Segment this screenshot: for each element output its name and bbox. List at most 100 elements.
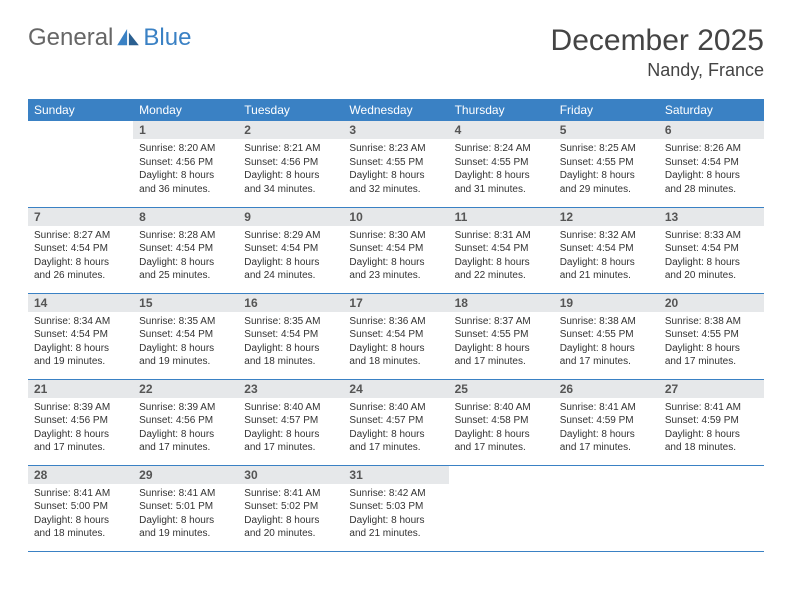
calendar-cell: 11Sunrise: 8:31 AMSunset: 4:54 PMDayligh… (449, 207, 554, 293)
page-title: December 2025 (551, 24, 764, 58)
day-details: Sunrise: 8:42 AMSunset: 5:03 PMDaylight:… (343, 484, 448, 547)
day-number: 7 (28, 208, 133, 226)
day-number: 17 (343, 294, 448, 312)
calendar-row: 14Sunrise: 8:34 AMSunset: 4:54 PMDayligh… (28, 293, 764, 379)
day-details: Sunrise: 8:32 AMSunset: 4:54 PMDaylight:… (554, 226, 659, 289)
sail-icon (117, 29, 139, 47)
day-number: 29 (133, 466, 238, 484)
calendar-cell: 25Sunrise: 8:40 AMSunset: 4:58 PMDayligh… (449, 379, 554, 465)
day-details: Sunrise: 8:41 AMSunset: 4:59 PMDaylight:… (554, 398, 659, 461)
day-details: Sunrise: 8:40 AMSunset: 4:57 PMDaylight:… (343, 398, 448, 461)
calendar-cell: 28Sunrise: 8:41 AMSunset: 5:00 PMDayligh… (28, 465, 133, 551)
day-details: Sunrise: 8:28 AMSunset: 4:54 PMDaylight:… (133, 226, 238, 289)
day-number: 31 (343, 466, 448, 484)
day-details: Sunrise: 8:39 AMSunset: 4:56 PMDaylight:… (28, 398, 133, 461)
day-details: Sunrise: 8:23 AMSunset: 4:55 PMDaylight:… (343, 139, 448, 202)
day-number: 2 (238, 121, 343, 139)
calendar-cell: 12Sunrise: 8:32 AMSunset: 4:54 PMDayligh… (554, 207, 659, 293)
day-details: Sunrise: 8:36 AMSunset: 4:54 PMDaylight:… (343, 312, 448, 375)
calendar-cell: 4Sunrise: 8:24 AMSunset: 4:55 PMDaylight… (449, 121, 554, 207)
day-number: 26 (554, 380, 659, 398)
day-number: 12 (554, 208, 659, 226)
calendar-cell: 18Sunrise: 8:37 AMSunset: 4:55 PMDayligh… (449, 293, 554, 379)
day-number: 30 (238, 466, 343, 484)
day-number: 8 (133, 208, 238, 226)
calendar-cell: 15Sunrise: 8:35 AMSunset: 4:54 PMDayligh… (133, 293, 238, 379)
day-details: Sunrise: 8:40 AMSunset: 4:58 PMDaylight:… (449, 398, 554, 461)
day-number: 14 (28, 294, 133, 312)
calendar-cell: 3Sunrise: 8:23 AMSunset: 4:55 PMDaylight… (343, 121, 448, 207)
day-details: Sunrise: 8:37 AMSunset: 4:55 PMDaylight:… (449, 312, 554, 375)
day-details: Sunrise: 8:38 AMSunset: 4:55 PMDaylight:… (554, 312, 659, 375)
day-details: Sunrise: 8:33 AMSunset: 4:54 PMDaylight:… (659, 226, 764, 289)
calendar-cell: 13Sunrise: 8:33 AMSunset: 4:54 PMDayligh… (659, 207, 764, 293)
day-details: Sunrise: 8:21 AMSunset: 4:56 PMDaylight:… (238, 139, 343, 202)
calendar-cell: 10Sunrise: 8:30 AMSunset: 4:54 PMDayligh… (343, 207, 448, 293)
calendar-cell: 23Sunrise: 8:40 AMSunset: 4:57 PMDayligh… (238, 379, 343, 465)
weekday-header: Wednesday (343, 99, 448, 121)
day-details: Sunrise: 8:31 AMSunset: 4:54 PMDaylight:… (449, 226, 554, 289)
day-details: Sunrise: 8:35 AMSunset: 4:54 PMDaylight:… (238, 312, 343, 375)
calendar-cell: 8Sunrise: 8:28 AMSunset: 4:54 PMDaylight… (133, 207, 238, 293)
day-details: Sunrise: 8:35 AMSunset: 4:54 PMDaylight:… (133, 312, 238, 375)
calendar-cell: 14Sunrise: 8:34 AMSunset: 4:54 PMDayligh… (28, 293, 133, 379)
day-details: Sunrise: 8:41 AMSunset: 5:00 PMDaylight:… (28, 484, 133, 547)
calendar-cell: 20Sunrise: 8:38 AMSunset: 4:55 PMDayligh… (659, 293, 764, 379)
day-number: 9 (238, 208, 343, 226)
calendar-cell: 22Sunrise: 8:39 AMSunset: 4:56 PMDayligh… (133, 379, 238, 465)
calendar-cell (554, 465, 659, 551)
calendar-cell: 2Sunrise: 8:21 AMSunset: 4:56 PMDaylight… (238, 121, 343, 207)
calendar-cell: 6Sunrise: 8:26 AMSunset: 4:54 PMDaylight… (659, 121, 764, 207)
calendar-cell (449, 465, 554, 551)
calendar-cell: 17Sunrise: 8:36 AMSunset: 4:54 PMDayligh… (343, 293, 448, 379)
calendar-row: 28Sunrise: 8:41 AMSunset: 5:00 PMDayligh… (28, 465, 764, 551)
day-number: 23 (238, 380, 343, 398)
day-details: Sunrise: 8:24 AMSunset: 4:55 PMDaylight:… (449, 139, 554, 202)
weekday-header: Sunday (28, 99, 133, 121)
location-subtitle: Nandy, France (551, 60, 764, 81)
calendar-cell (28, 121, 133, 207)
day-number: 22 (133, 380, 238, 398)
day-number: 6 (659, 121, 764, 139)
day-details: Sunrise: 8:39 AMSunset: 4:56 PMDaylight:… (133, 398, 238, 461)
calendar-head: SundayMondayTuesdayWednesdayThursdayFrid… (28, 99, 764, 121)
day-number: 16 (238, 294, 343, 312)
calendar-body: 1Sunrise: 8:20 AMSunset: 4:56 PMDaylight… (28, 121, 764, 551)
day-details: Sunrise: 8:40 AMSunset: 4:57 PMDaylight:… (238, 398, 343, 461)
calendar-cell: 16Sunrise: 8:35 AMSunset: 4:54 PMDayligh… (238, 293, 343, 379)
day-details: Sunrise: 8:27 AMSunset: 4:54 PMDaylight:… (28, 226, 133, 289)
day-details: Sunrise: 8:38 AMSunset: 4:55 PMDaylight:… (659, 312, 764, 375)
day-number: 21 (28, 380, 133, 398)
calendar-cell: 31Sunrise: 8:42 AMSunset: 5:03 PMDayligh… (343, 465, 448, 551)
calendar-cell (659, 465, 764, 551)
day-number: 10 (343, 208, 448, 226)
day-details: Sunrise: 8:41 AMSunset: 5:02 PMDaylight:… (238, 484, 343, 547)
calendar-cell: 24Sunrise: 8:40 AMSunset: 4:57 PMDayligh… (343, 379, 448, 465)
calendar-cell: 9Sunrise: 8:29 AMSunset: 4:54 PMDaylight… (238, 207, 343, 293)
weekday-header: Tuesday (238, 99, 343, 121)
weekday-header: Saturday (659, 99, 764, 121)
day-number: 3 (343, 121, 448, 139)
day-details: Sunrise: 8:25 AMSunset: 4:55 PMDaylight:… (554, 139, 659, 202)
weekday-header: Friday (554, 99, 659, 121)
day-details: Sunrise: 8:30 AMSunset: 4:54 PMDaylight:… (343, 226, 448, 289)
calendar-row: 7Sunrise: 8:27 AMSunset: 4:54 PMDaylight… (28, 207, 764, 293)
calendar-cell: 29Sunrise: 8:41 AMSunset: 5:01 PMDayligh… (133, 465, 238, 551)
weekday-header: Thursday (449, 99, 554, 121)
brand-logo: General Blue (28, 24, 191, 52)
day-number: 1 (133, 121, 238, 139)
day-details: Sunrise: 8:41 AMSunset: 4:59 PMDaylight:… (659, 398, 764, 461)
day-number: 28 (28, 466, 133, 484)
calendar-table: SundayMondayTuesdayWednesdayThursdayFrid… (28, 99, 764, 552)
day-details: Sunrise: 8:34 AMSunset: 4:54 PMDaylight:… (28, 312, 133, 375)
brand-text-2: Blue (143, 24, 191, 52)
day-number: 19 (554, 294, 659, 312)
brand-text-1: General (28, 24, 113, 52)
day-details: Sunrise: 8:26 AMSunset: 4:54 PMDaylight:… (659, 139, 764, 202)
day-number: 25 (449, 380, 554, 398)
day-number: 5 (554, 121, 659, 139)
day-details: Sunrise: 8:29 AMSunset: 4:54 PMDaylight:… (238, 226, 343, 289)
calendar-cell: 19Sunrise: 8:38 AMSunset: 4:55 PMDayligh… (554, 293, 659, 379)
day-number: 27 (659, 380, 764, 398)
calendar-row: 21Sunrise: 8:39 AMSunset: 4:56 PMDayligh… (28, 379, 764, 465)
